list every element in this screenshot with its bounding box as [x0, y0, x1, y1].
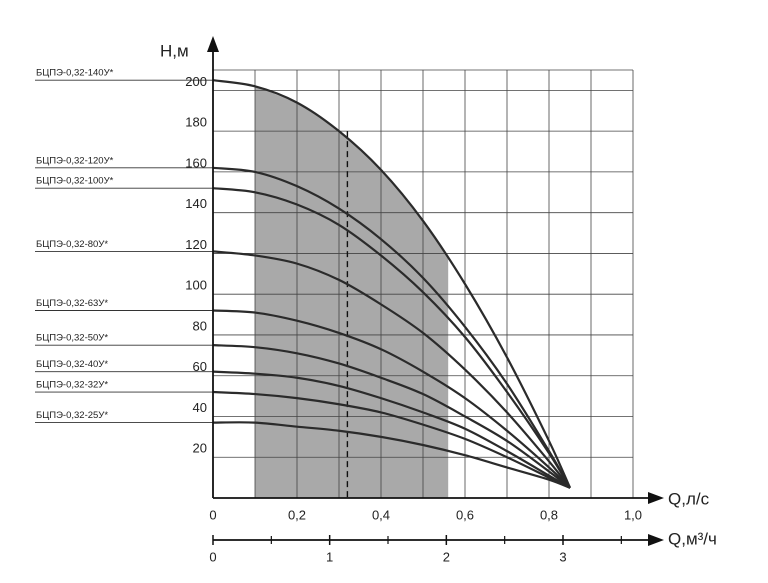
pump-curve [212, 370, 571, 489]
y-tick-label: 200 [185, 74, 207, 89]
x2-tick-label: 3 [559, 549, 566, 564]
legend-label: БЦПЭ-0,32-40У* [36, 359, 108, 370]
y-tick-label: 140 [185, 196, 207, 211]
y-tick-label: 40 [193, 400, 207, 415]
legend-label: БЦПЭ-0,32-50У* [36, 333, 108, 344]
x-tick-label: 0,4 [372, 507, 390, 522]
operating-zone [255, 86, 449, 498]
legend-label: БЦПЭ-0,32-140У* [36, 68, 114, 79]
pump-curve [212, 390, 571, 489]
y-axis-label: H,м [160, 41, 189, 60]
y-tick-label: 120 [185, 237, 207, 252]
x-tick-label: 0 [209, 507, 216, 522]
x-axis-label: Q,л/с [668, 489, 710, 508]
x2-axis-label: Q,м³/ч [668, 529, 717, 548]
x2-tick-label: 1 [326, 549, 333, 564]
x2-tick-label: 2 [443, 549, 450, 564]
x2-tick-label: 0 [209, 549, 216, 564]
y-tick-label: 100 [185, 278, 207, 293]
x2-axis-arrow [648, 534, 664, 546]
y-tick-label: 80 [193, 318, 207, 333]
y-tick-label: 180 [185, 115, 207, 130]
legend-label: БЦПЭ-0,32-80У* [36, 239, 108, 250]
x-axis-arrow [648, 492, 664, 504]
pump-curve [212, 79, 572, 489]
pump-curve [212, 187, 571, 489]
x-tick-label: 0,8 [540, 507, 558, 522]
legend-label: БЦПЭ-0,32-63У* [36, 298, 108, 309]
y-tick-label: 160 [185, 155, 207, 170]
y-axis-arrow [207, 36, 219, 52]
pump-curve [212, 344, 571, 489]
pump-curve [212, 250, 571, 489]
x-tick-label: 0,6 [456, 507, 474, 522]
legend-label: БЦПЭ-0,32-25У* [36, 410, 108, 421]
legend-label: БЦПЭ-0,32-120У* [36, 155, 114, 166]
y-tick-label: 20 [193, 441, 207, 456]
pump-curve [212, 166, 571, 489]
x-tick-label: 0,2 [288, 507, 306, 522]
legend-label: БЦПЭ-0,32-100У* [36, 176, 114, 187]
legend-label: БЦПЭ-0,32-32У* [36, 380, 108, 391]
pump-curve [212, 309, 571, 489]
pump-curve [212, 421, 571, 489]
x-tick-label: 1,0 [624, 507, 642, 522]
y-tick-label: 60 [193, 359, 207, 374]
